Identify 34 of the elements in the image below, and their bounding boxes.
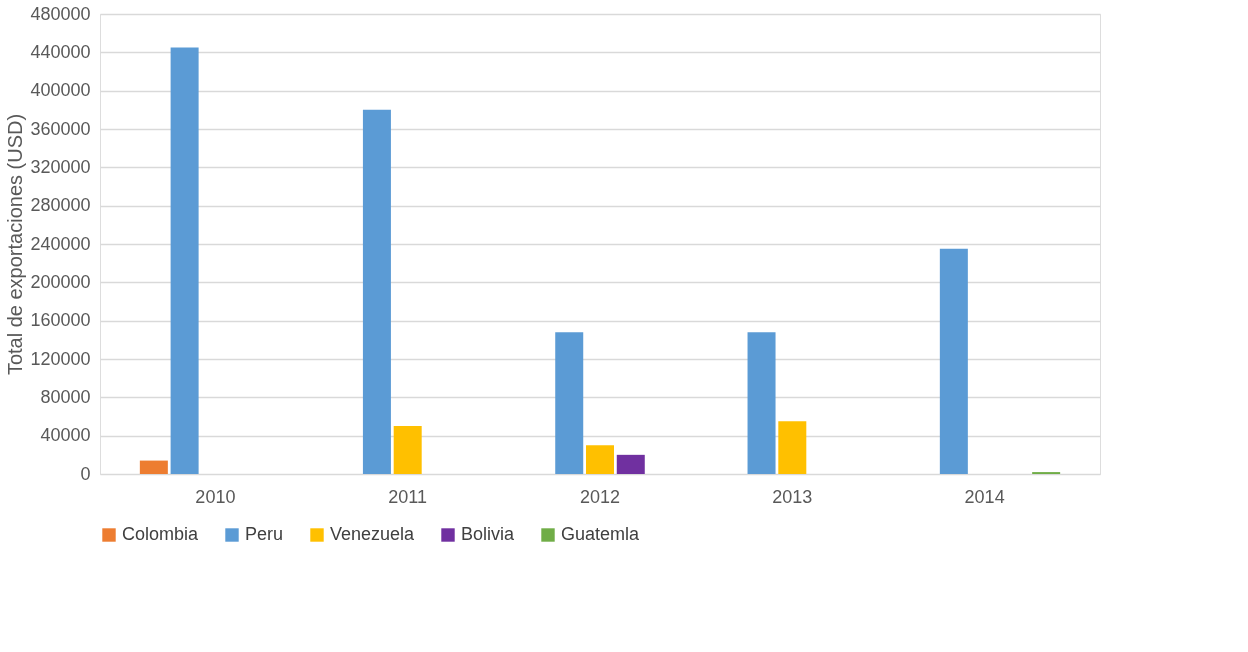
bar: [939, 248, 968, 474]
x-tick-label: 2014: [964, 486, 1005, 507]
y-tick-label: 0: [80, 463, 91, 484]
bar: [616, 454, 645, 474]
legend-label: Peru: [245, 524, 284, 544]
y-axis-title: Total de exportaciones (USD): [4, 113, 27, 376]
y-tick-label: 480000: [30, 3, 91, 24]
legend-label: Colombia: [122, 524, 200, 544]
y-tick-label: 80000: [40, 386, 91, 407]
x-tick-label: 2011: [388, 486, 428, 507]
bar: [362, 109, 391, 474]
y-tick-label: 360000: [30, 118, 91, 139]
bar: [747, 332, 776, 474]
y-tick-label: 320000: [30, 156, 91, 177]
y-tick-label: 440000: [30, 41, 91, 62]
legend-label: Venezuela: [330, 524, 416, 544]
x-tick-label: 2012: [579, 486, 621, 507]
y-tick-label: 160000: [30, 310, 91, 331]
x-tick-label: 2010: [195, 486, 236, 507]
bar: [555, 332, 584, 474]
y-tick-label: 120000: [30, 348, 91, 369]
y-tick-label: 240000: [30, 233, 91, 254]
bar: [393, 426, 422, 474]
bar: [778, 421, 807, 474]
legend-label: Bolivia: [461, 524, 516, 544]
y-tick-label: 280000: [30, 195, 91, 216]
legend-label: Guatemla: [561, 524, 641, 544]
x-tick-label: 2013: [772, 486, 813, 507]
bar: [586, 445, 614, 474]
y-tick-label: 200000: [30, 271, 91, 292]
bar: [139, 460, 168, 474]
y-tick-label: 40000: [40, 425, 91, 446]
bar: [170, 47, 199, 474]
y-tick-label: 400000: [30, 80, 91, 101]
